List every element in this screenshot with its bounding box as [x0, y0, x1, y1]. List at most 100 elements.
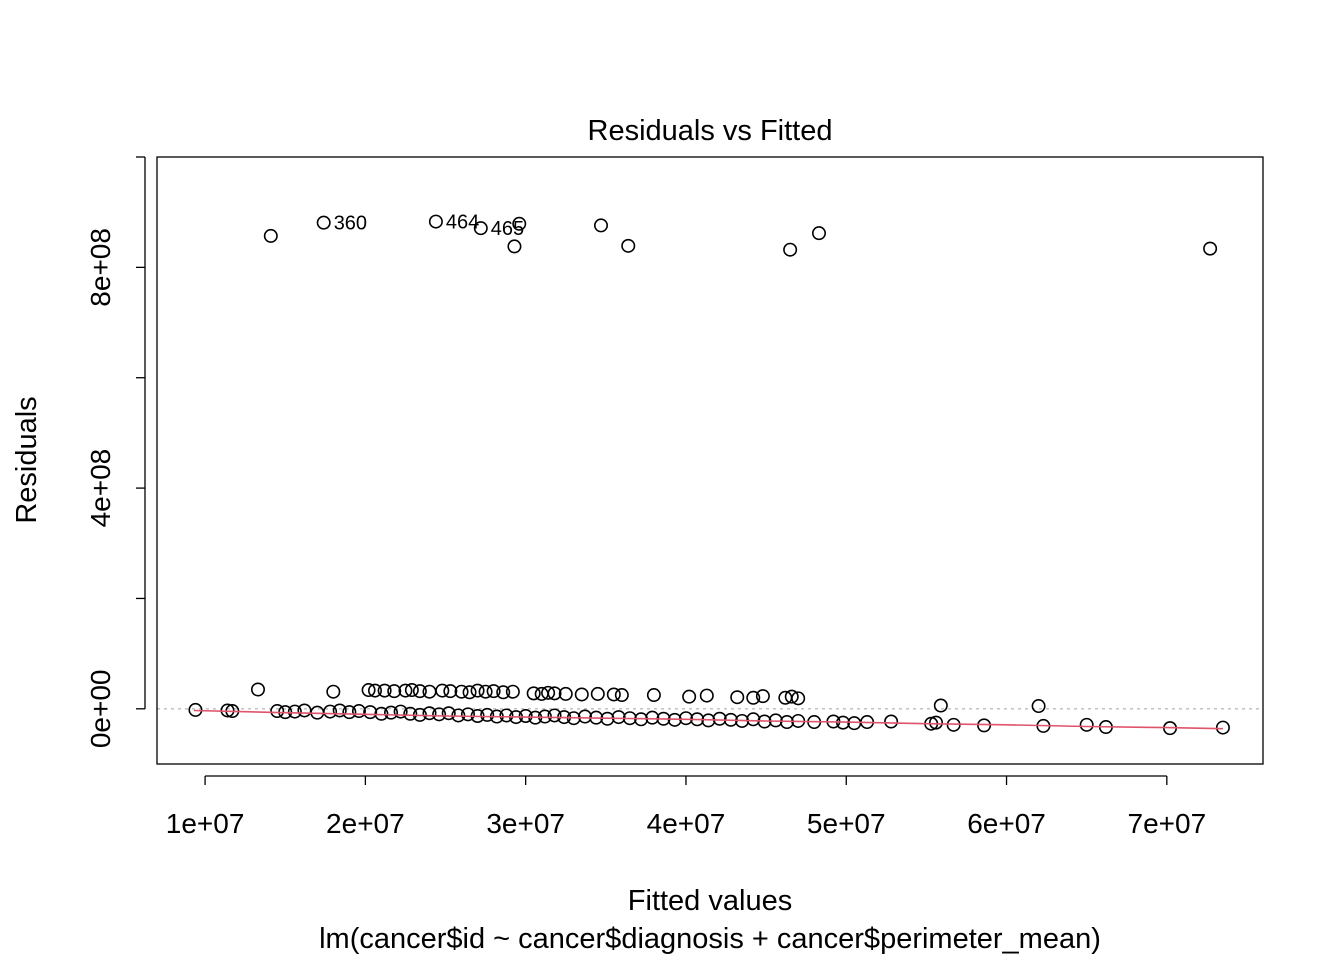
residual-point — [412, 684, 427, 699]
residual-point — [682, 689, 697, 704]
residual-point — [323, 704, 338, 719]
residual-point — [432, 707, 447, 722]
x-tick-label: 7e+07 — [1128, 808, 1207, 839]
residual-point — [505, 684, 520, 699]
residual-point — [342, 705, 357, 720]
residual-point — [428, 214, 443, 229]
residual-point — [594, 218, 609, 233]
residual-point — [361, 683, 376, 698]
y-tick-label: 4e+08 — [85, 449, 116, 528]
residual-point — [590, 686, 605, 701]
residual-point — [611, 710, 626, 725]
residual-point — [645, 710, 660, 725]
residual-point — [270, 704, 285, 719]
residual-point — [791, 691, 806, 706]
residual-point — [263, 228, 278, 243]
residual-point — [460, 707, 475, 722]
points-layer — [188, 214, 1230, 736]
residual-point — [367, 683, 382, 698]
residual-point — [646, 688, 661, 703]
residual-point — [730, 690, 745, 705]
outlier-label: 464 — [446, 212, 479, 234]
residual-point — [297, 703, 312, 718]
x-tick-label: 2e+07 — [326, 808, 405, 839]
residual-point — [1215, 720, 1230, 735]
x-tick-label: 6e+07 — [967, 808, 1046, 839]
x-tick-label: 1e+07 — [166, 808, 245, 839]
residual-point — [884, 714, 899, 729]
residual-point — [784, 689, 799, 704]
chart-subtitle: lm(cancer$id ~ cancer$diagnosis + cancer… — [319, 923, 1101, 955]
residual-point — [443, 684, 458, 699]
x-tick-label: 3e+07 — [486, 808, 565, 839]
residual-point — [499, 708, 514, 723]
residual-point — [699, 688, 714, 703]
residual-point — [351, 704, 366, 719]
residual-point — [746, 712, 761, 727]
x-axis-title: Fitted values — [628, 885, 792, 917]
residual-point — [746, 690, 761, 705]
residual-point — [547, 708, 562, 723]
residual-point — [541, 685, 556, 700]
residual-point — [621, 238, 636, 253]
residual-point — [606, 687, 621, 702]
residual-point — [250, 682, 265, 697]
residual-point — [316, 215, 331, 230]
residual-point — [678, 711, 693, 726]
residual-point — [512, 216, 527, 231]
residual-point — [398, 683, 413, 698]
residual-point — [422, 706, 437, 721]
residual-point — [393, 704, 408, 719]
residual-point — [441, 706, 456, 721]
smooth-layer — [193, 709, 1223, 730]
residual-point — [577, 709, 592, 724]
residual-point — [478, 684, 493, 699]
residual-point — [614, 688, 629, 703]
plot-frame — [156, 156, 1264, 765]
residual-point — [811, 226, 826, 241]
point-labels-layer: 360 464 465 — [334, 212, 524, 241]
x-tick-label: 4e+07 — [647, 808, 726, 839]
residual-point — [574, 687, 589, 702]
residual-point — [377, 683, 392, 698]
residual-point — [384, 705, 399, 720]
residual-point — [496, 685, 511, 700]
residual-point — [422, 684, 437, 699]
residual-point — [783, 242, 798, 257]
residual-point — [486, 684, 501, 699]
residual-point — [1203, 241, 1218, 256]
residual-point — [387, 684, 402, 699]
residual-point — [403, 706, 418, 721]
y-tick-label: 0e+00 — [85, 669, 116, 748]
residual-point — [518, 708, 533, 723]
residual-point — [929, 715, 944, 730]
outlier-label: 465 — [491, 218, 524, 240]
outlier-label: 360 — [334, 213, 367, 235]
residual-point — [332, 703, 347, 718]
residual-point — [473, 221, 488, 236]
residual-point — [933, 698, 948, 713]
residual-point — [1031, 699, 1046, 714]
residual-point — [435, 683, 450, 698]
y-tick-label: 8e+08 — [85, 228, 116, 307]
x-tick-label: 5e+07 — [807, 808, 886, 839]
residual-point — [363, 705, 378, 720]
residual-point — [480, 707, 495, 722]
y-axis: 0e+00 4e+08 8e+08 — [85, 156, 146, 748]
x-axis: 1e+07 2e+07 3e+07 4e+07 5e+07 6e+07 7e+07 — [166, 775, 1207, 839]
residual-point — [462, 685, 477, 700]
residual-point — [404, 683, 419, 698]
residual-point — [547, 686, 562, 701]
residual-point — [712, 711, 727, 726]
residual-point — [977, 718, 992, 733]
y-axis-title: Residuals — [11, 396, 43, 523]
lowess-smooth-line — [193, 709, 1223, 730]
chart-title: Residuals vs Fitted — [588, 115, 833, 147]
residual-point — [1079, 717, 1094, 732]
residual-point — [755, 689, 770, 704]
residual-point — [454, 684, 469, 699]
residual-point — [507, 239, 522, 254]
residual-point — [470, 683, 485, 698]
residual-point — [326, 684, 341, 699]
residual-point — [287, 704, 302, 719]
